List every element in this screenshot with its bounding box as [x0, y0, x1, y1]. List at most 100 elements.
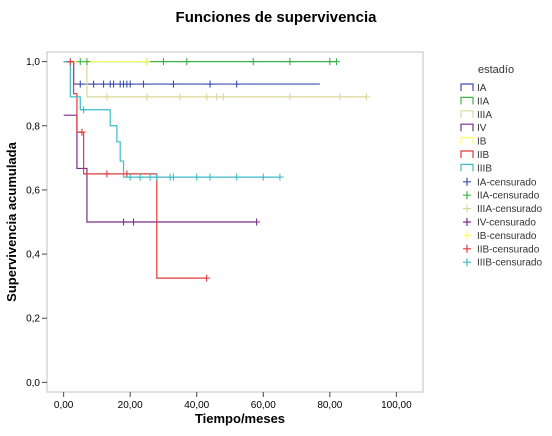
- legend-label: IIA: [477, 96, 490, 107]
- series-line-iiib: [63, 61, 280, 178]
- series-line-iib: [63, 61, 207, 279]
- legend-label: IV-censurado: [477, 218, 536, 229]
- censor-mark-iia: [286, 58, 294, 66]
- x-tick-label: 0,00: [54, 400, 74, 411]
- censor-mark-iiib: [169, 173, 177, 181]
- censor-mark-ia: [139, 80, 147, 88]
- legend: IA IIA IIIA IV IB IIB IIIB IA-censurado IIA-cens…: [460, 83, 542, 269]
- legend-label: IIB: [477, 150, 490, 161]
- censor-mark-ia: [206, 80, 214, 88]
- legend-censor-swatch: [463, 218, 471, 226]
- censor-mark-iia: [159, 58, 167, 66]
- censor-mark-iiia: [362, 93, 370, 101]
- censor-mark-ia: [126, 80, 134, 88]
- y-axis: 0,0 0,2 0,4 0,6 0,8 1,0: [26, 57, 47, 389]
- censor-mark-iia: [332, 58, 340, 66]
- censor-mark-iib: [123, 170, 131, 178]
- censor-mark-iiib: [233, 173, 241, 181]
- censor-mark-ia: [110, 80, 118, 88]
- x-tick-label: 100,00: [381, 400, 412, 411]
- legend-swatch-iiia: [460, 110, 474, 118]
- y-tick-label: 0,8: [26, 121, 40, 132]
- y-tick-label: 0,4: [26, 250, 40, 261]
- legend-label: IIA-censurado: [477, 191, 540, 202]
- y-tick-label: 0,6: [26, 185, 40, 196]
- censor-mark-ia: [76, 80, 84, 88]
- censor-mark-iiia: [213, 93, 221, 101]
- legend-swatch-iv: [460, 123, 474, 132]
- x-axis: 0,00 20,00 40,00 60,00 80,00 100,00: [54, 392, 412, 411]
- censor-mark-iiia: [143, 93, 151, 101]
- censor-mark-ia: [169, 80, 177, 88]
- censor-mark-iv: [130, 218, 138, 226]
- legend-swatch-ia: [460, 83, 474, 91]
- censor-mark-iiia: [286, 93, 294, 101]
- censor-mark-ia: [100, 80, 108, 88]
- censor-mark-iiia: [203, 93, 211, 101]
- censor-mark-iib: [203, 274, 211, 282]
- censor-mark-iia: [326, 58, 334, 66]
- legend-label: IIIB-censurado: [477, 258, 542, 269]
- censor-mark-iiib: [153, 173, 161, 181]
- legend-label: IA: [477, 83, 487, 94]
- censor-mark-iiia: [176, 93, 184, 101]
- censor-mark-iia: [76, 58, 84, 66]
- legend-label: IIB-censurado: [477, 244, 540, 255]
- legend-title: estadío: [478, 64, 514, 76]
- y-axis-title: Supervivencia acumulada: [4, 141, 19, 301]
- legend-censor-swatch: [463, 231, 471, 240]
- censor-mark-iiib: [259, 173, 267, 181]
- censor-mark-iib: [78, 128, 86, 136]
- x-axis-title: Tiempo/meses: [195, 411, 285, 426]
- censor-mark-iiib: [193, 173, 201, 181]
- censor-mark-ia: [90, 80, 98, 88]
- censor-mark-iv: [120, 218, 128, 226]
- legend-swatch-iia: [460, 96, 474, 105]
- legend-censor-swatch: [463, 191, 471, 200]
- censor-mark-iia: [183, 58, 191, 66]
- chart-title: Funciones de supervivencia: [176, 9, 378, 26]
- legend-label: IIIA: [477, 110, 492, 121]
- censor-mark-iiib: [206, 173, 214, 181]
- legend-label: IB: [477, 137, 487, 148]
- legend-censor-swatch: [463, 204, 471, 213]
- censor-mark-iia: [83, 58, 91, 66]
- y-tick-label: 0,2: [26, 314, 40, 325]
- legend-label: IIIA-censurado: [477, 204, 542, 215]
- censor-marks: [66, 58, 370, 282]
- censor-mark-iiia: [103, 93, 111, 101]
- plot-frame: [46, 51, 424, 393]
- legend-censor-swatch: [463, 177, 471, 186]
- censor-mark-iiib: [126, 173, 134, 181]
- y-tick-label: 1,0: [26, 57, 40, 68]
- censor-mark-iiib: [276, 173, 284, 181]
- censor-mark-iiib: [136, 173, 144, 181]
- censor-mark-iiia: [336, 93, 344, 101]
- series-lines: [63, 61, 367, 279]
- censor-mark-iiib: [80, 106, 88, 114]
- x-tick-label: 60,00: [251, 400, 276, 411]
- censor-mark-iiia: [219, 93, 227, 101]
- legend-label: IA-censurado: [477, 177, 537, 188]
- legend-swatch-iib: [460, 150, 474, 158]
- censor-mark-ia: [233, 80, 241, 88]
- legend-censor-swatch: [463, 244, 471, 253]
- censor-mark-iib: [103, 170, 111, 178]
- censor-mark-iia: [249, 58, 257, 66]
- series-line-ia: [63, 61, 320, 85]
- censor-mark-iv: [253, 218, 261, 226]
- y-tick-label: 0,0: [26, 378, 40, 389]
- censor-mark-iib: [66, 58, 74, 66]
- x-tick-label: 20,00: [118, 400, 143, 411]
- legend-swatch-ib: [460, 137, 474, 145]
- legend-censor-swatch: [463, 258, 471, 267]
- x-tick-label: 40,00: [184, 400, 209, 411]
- censor-mark-ib: [143, 58, 151, 66]
- legend-label: IV: [477, 123, 487, 134]
- legend-swatch-iiib: [460, 163, 474, 172]
- legend-label: IIIB: [477, 163, 492, 174]
- legend-label: IB-censurado: [477, 231, 537, 242]
- x-tick-label: 80,00: [317, 400, 342, 411]
- censor-mark-iiib: [146, 173, 154, 181]
